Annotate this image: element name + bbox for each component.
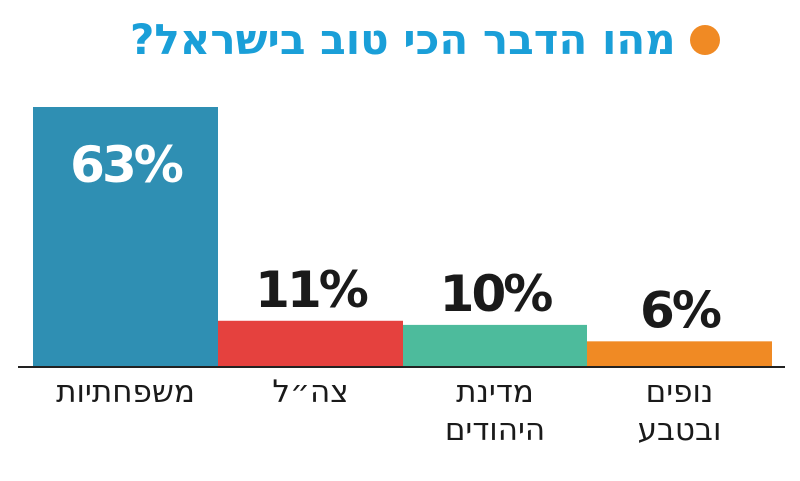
title-row: מהו הדבר הכי טוב בישראל? [130,10,782,70]
bar-2 [218,320,403,366]
bar-value-label-2: 11% [255,261,368,319]
bar-4 [587,341,772,366]
category-label-3-line-2: היהודים [445,412,545,448]
bar-1 [33,107,218,366]
category-label-4-line-1: נופים [646,374,714,410]
bar-value-label-4: 6% [640,281,721,339]
category-label-1: משפחתיות [56,374,195,410]
bar-value-label-1: 63% [70,136,183,194]
category-label-4-line-2: ובטבע [638,412,722,448]
title-bullet-dot [689,25,720,55]
category-label-3-line-1: מדינת [456,374,534,410]
bar-3 [403,324,587,366]
chart-title: מהו הדבר הכי טוב בישראל? [130,15,676,64]
category-label-2: צה״ל [272,374,348,410]
bar-value-label-3: 10% [440,265,553,323]
